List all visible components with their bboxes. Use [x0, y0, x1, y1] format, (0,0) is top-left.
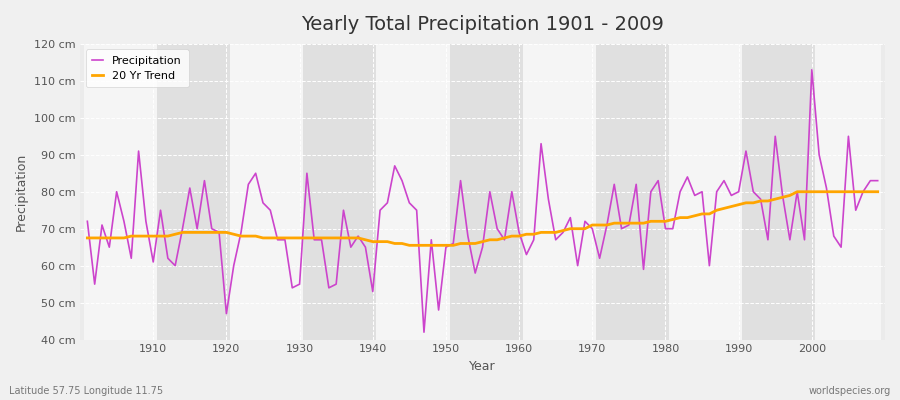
- Precipitation: [521, 252, 532, 257]
- Precipitation: [608, 182, 619, 187]
- Precipitation: [872, 178, 883, 183]
- Legend: Precipitation, 20 Yr Trend: Precipitation, 20 Yr Trend: [86, 50, 189, 88]
- X-axis label: Year: Year: [469, 360, 496, 373]
- Precipitation: [302, 171, 312, 176]
- Text: Latitude 57.75 Longitude 11.75: Latitude 57.75 Longitude 11.75: [9, 386, 163, 396]
- Line: Precipitation: Precipitation: [87, 70, 878, 332]
- 20 Yr Trend: [404, 243, 415, 248]
- Precipitation: [514, 230, 525, 235]
- 20 Yr Trend: [792, 189, 803, 194]
- Bar: [450, 44, 523, 340]
- Bar: [815, 44, 881, 340]
- 20 Yr Trend: [872, 189, 883, 194]
- Title: Yearly Total Precipitation 1901 - 2009: Yearly Total Precipitation 1901 - 2009: [302, 15, 664, 34]
- Bar: [157, 44, 230, 340]
- 20 Yr Trend: [346, 236, 356, 240]
- Bar: [376, 44, 450, 340]
- Bar: [230, 44, 303, 340]
- Text: worldspecies.org: worldspecies.org: [809, 386, 891, 396]
- Bar: [596, 44, 669, 340]
- 20 Yr Trend: [514, 234, 525, 238]
- 20 Yr Trend: [140, 234, 151, 238]
- Bar: [84, 44, 157, 340]
- 20 Yr Trend: [521, 232, 532, 237]
- 20 Yr Trend: [82, 236, 93, 240]
- Precipitation: [346, 245, 356, 250]
- 20 Yr Trend: [302, 236, 312, 240]
- Precipitation: [140, 219, 151, 224]
- Bar: [303, 44, 376, 340]
- Precipitation: [418, 330, 429, 334]
- Y-axis label: Precipitation: Precipitation: [15, 153, 28, 231]
- Bar: [669, 44, 742, 340]
- Precipitation: [82, 219, 93, 224]
- Bar: [742, 44, 815, 340]
- 20 Yr Trend: [608, 221, 619, 226]
- Bar: [523, 44, 596, 340]
- Line: 20 Yr Trend: 20 Yr Trend: [87, 192, 878, 245]
- Precipitation: [806, 67, 817, 72]
